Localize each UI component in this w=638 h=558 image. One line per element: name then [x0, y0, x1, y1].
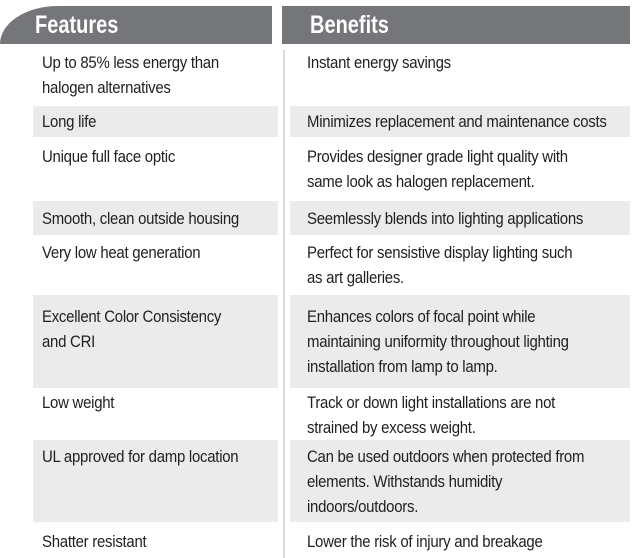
benefit-cell: Lower the risk of injury and breakage: [290, 522, 630, 558]
benefits-header-cell: Benefits: [282, 6, 630, 44]
features-benefits-table: Features Benefits Up to 85% less energy …: [0, 6, 638, 558]
feature-cell: Long life: [33, 106, 278, 137]
table-row: Up to 85% less energy than halogen alter…: [0, 44, 638, 106]
table-row: Excellent Color Consistency and CRI Enha…: [0, 295, 638, 388]
table-row: Smooth, clean outside housing Seemlessly…: [0, 201, 638, 235]
benefit-text: Instant energy savings: [307, 53, 451, 72]
table-row: UL approved for damp location Can be use…: [0, 440, 638, 522]
table-row: Shatter resistant Lower the risk of inju…: [0, 522, 638, 558]
benefit-text: Can be used outdoors when protected from…: [307, 447, 585, 516]
feature-cell: Excellent Color Consistency and CRI: [33, 295, 278, 388]
benefit-cell: Instant energy savings: [290, 44, 630, 106]
table-row: Low weight Track or down light installat…: [0, 388, 638, 440]
feature-text: UL approved for damp location: [42, 447, 239, 466]
features-header-label: Features: [35, 10, 119, 39]
benefit-cell: Track or down light installations are no…: [290, 388, 630, 440]
benefit-cell: Seemlessly blends into lighting applicat…: [290, 201, 630, 235]
feature-text: Smooth, clean outside housing: [42, 209, 239, 228]
feature-text: Low weight: [42, 393, 115, 412]
feature-cell: Shatter resistant: [33, 522, 278, 558]
benefit-cell: Provides designer grade light quality wi…: [290, 137, 630, 201]
table-row: Unique full face optic Provides designer…: [0, 137, 638, 201]
features-header-cell: Features: [0, 6, 272, 44]
feature-cell: Up to 85% less energy than halogen alter…: [33, 44, 278, 106]
benefit-text: Track or down light installations are no…: [307, 393, 556, 437]
feature-text: Shatter resistant: [42, 532, 147, 551]
feature-cell: Smooth, clean outside housing: [33, 201, 278, 235]
feature-text: Long life: [42, 112, 97, 131]
benefit-text: Seemlessly blends into lighting applicat…: [307, 209, 584, 228]
table-row: Long life Minimizes replacement and main…: [0, 106, 638, 137]
benefit-cell: Enhances colors of focal point while mai…: [290, 295, 630, 388]
feature-cell: Low weight: [33, 388, 278, 440]
feature-text: Unique full face optic: [42, 147, 176, 166]
benefit-cell: Perfect for sensistive display lighting …: [290, 235, 630, 295]
benefit-text: Lower the risk of injury and breakage: [307, 532, 543, 551]
benefit-cell: Can be used outdoors when protected from…: [290, 440, 630, 522]
feature-cell: UL approved for damp location: [33, 440, 278, 522]
table-header-row: Features Benefits: [0, 6, 638, 44]
benefits-header-label: Benefits: [310, 10, 389, 39]
feature-text: Very low heat generation: [42, 243, 201, 262]
feature-cell: Unique full face optic: [33, 137, 278, 201]
feature-text: Up to 85% less energy than halogen alter…: [42, 53, 219, 97]
table-row: Very low heat generation Perfect for sen…: [0, 235, 638, 295]
benefit-text: Provides designer grade light quality wi…: [307, 147, 568, 191]
benefit-text: Enhances colors of focal point while mai…: [307, 307, 569, 376]
feature-cell: Very low heat generation: [33, 235, 278, 295]
column-divider-line: [283, 50, 285, 558]
feature-text: Excellent Color Consistency and CRI: [42, 307, 222, 351]
benefit-cell: Minimizes replacement and maintenance co…: [290, 106, 630, 137]
benefit-text: Minimizes replacement and maintenance co…: [307, 112, 607, 131]
benefit-text: Perfect for sensistive display lighting …: [307, 243, 573, 287]
